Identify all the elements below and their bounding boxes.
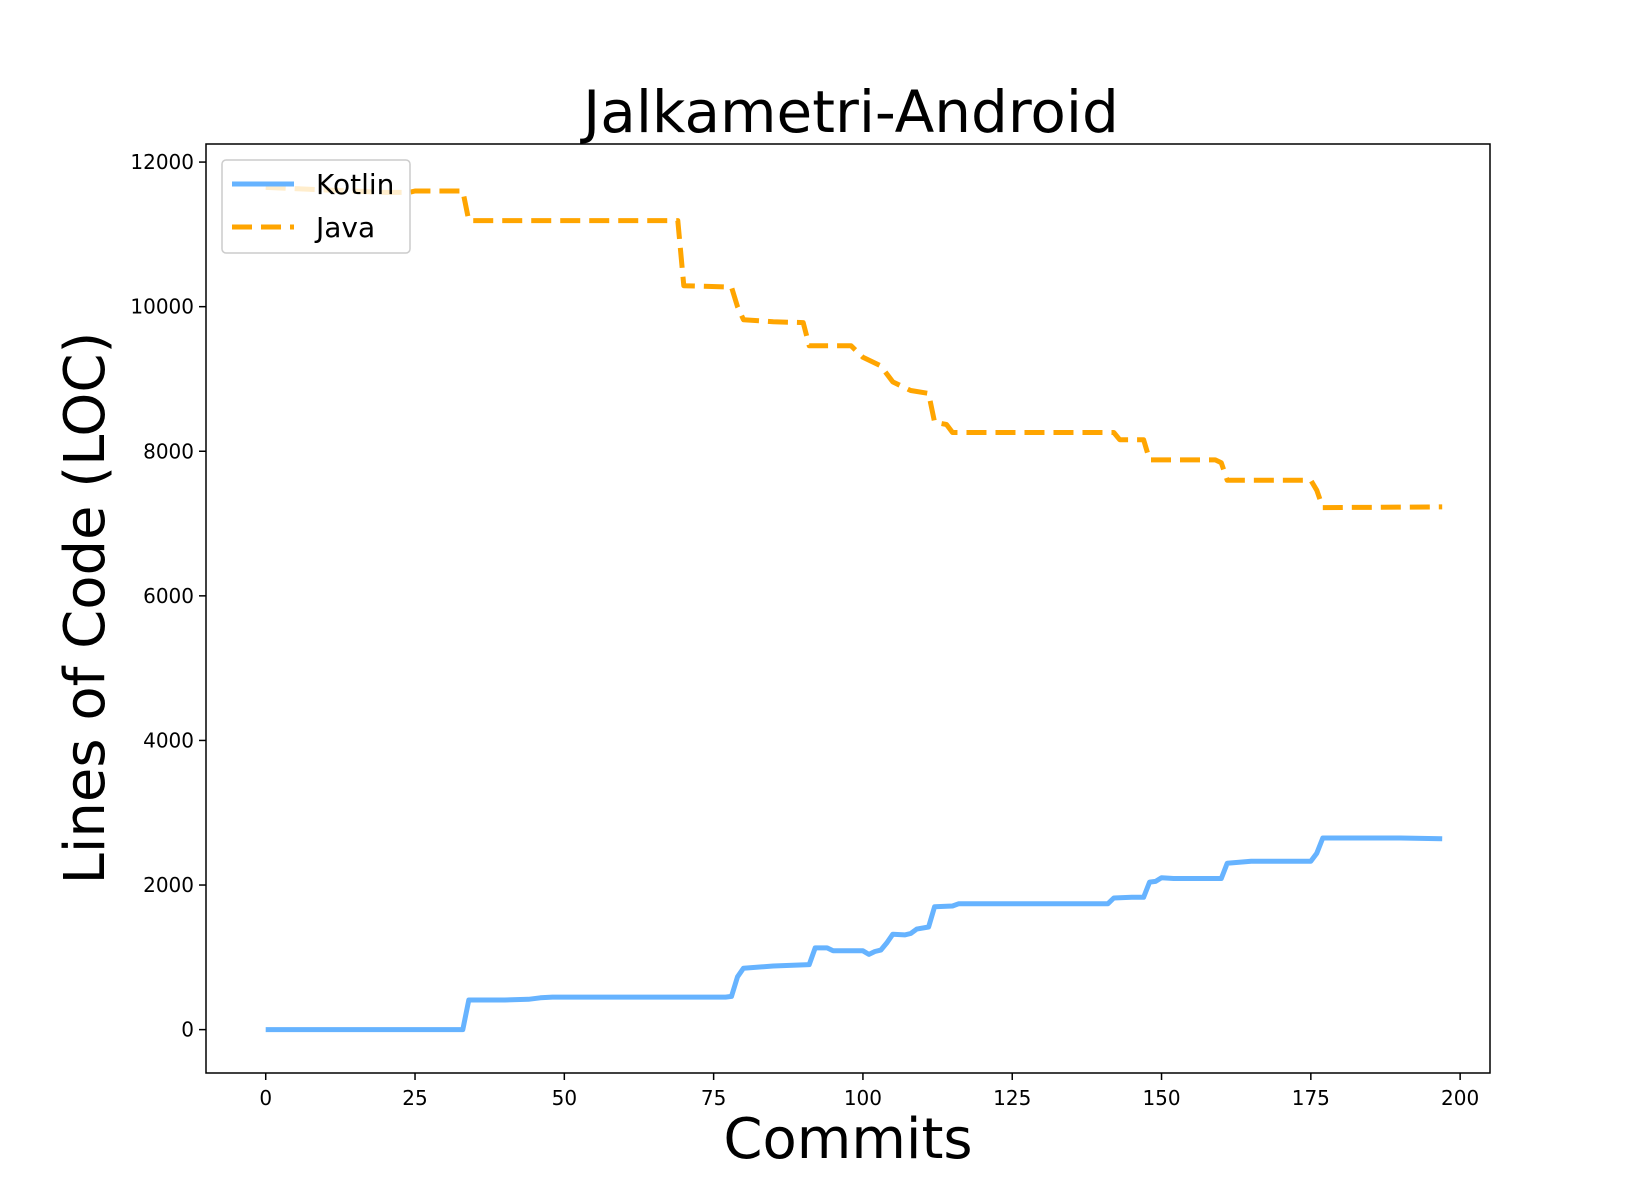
y-tick-label: 12000 [130, 150, 194, 174]
x-axis-label: Commits [723, 1107, 972, 1172]
x-tick-label: 75 [701, 1086, 726, 1110]
legend-label-kotlin: Kotlin [316, 168, 394, 201]
y-tick-label: 8000 [143, 439, 194, 463]
x-tick-label: 150 [1142, 1086, 1180, 1110]
series-line-java [265, 184, 1443, 511]
y-tick-label: 6000 [143, 584, 194, 608]
x-tick-label: 175 [1292, 1086, 1330, 1110]
legend: Kotlin Java [221, 159, 411, 254]
x-axis-ticks: 0 25 50 75 100 125 150 175 200 [259, 1073, 1479, 1110]
y-axis-label: Lines of Code (LOC) [53, 332, 118, 885]
x-tick-label: 125 [993, 1086, 1031, 1110]
x-tick-label: 100 [844, 1086, 882, 1110]
x-tick-label: 25 [402, 1086, 427, 1110]
chart-title: Jalkametri-Android [580, 78, 1119, 146]
y-tick-label: 0 [181, 1018, 194, 1042]
series-layer [265, 184, 1443, 1033]
y-tick-label: 4000 [143, 728, 194, 752]
series-line-kotlin [265, 835, 1443, 1033]
x-tick-label: 200 [1441, 1086, 1479, 1110]
y-tick-label: 10000 [130, 295, 194, 319]
plot-area-frame [205, 143, 1491, 1074]
x-tick-label: 50 [552, 1086, 577, 1110]
y-tick-label: 2000 [143, 873, 194, 897]
y-axis-ticks: 0 2000 4000 6000 8000 10000 12000 [130, 150, 206, 1042]
legend-label-java: Java [314, 211, 375, 244]
x-tick-label: 0 [259, 1086, 272, 1110]
